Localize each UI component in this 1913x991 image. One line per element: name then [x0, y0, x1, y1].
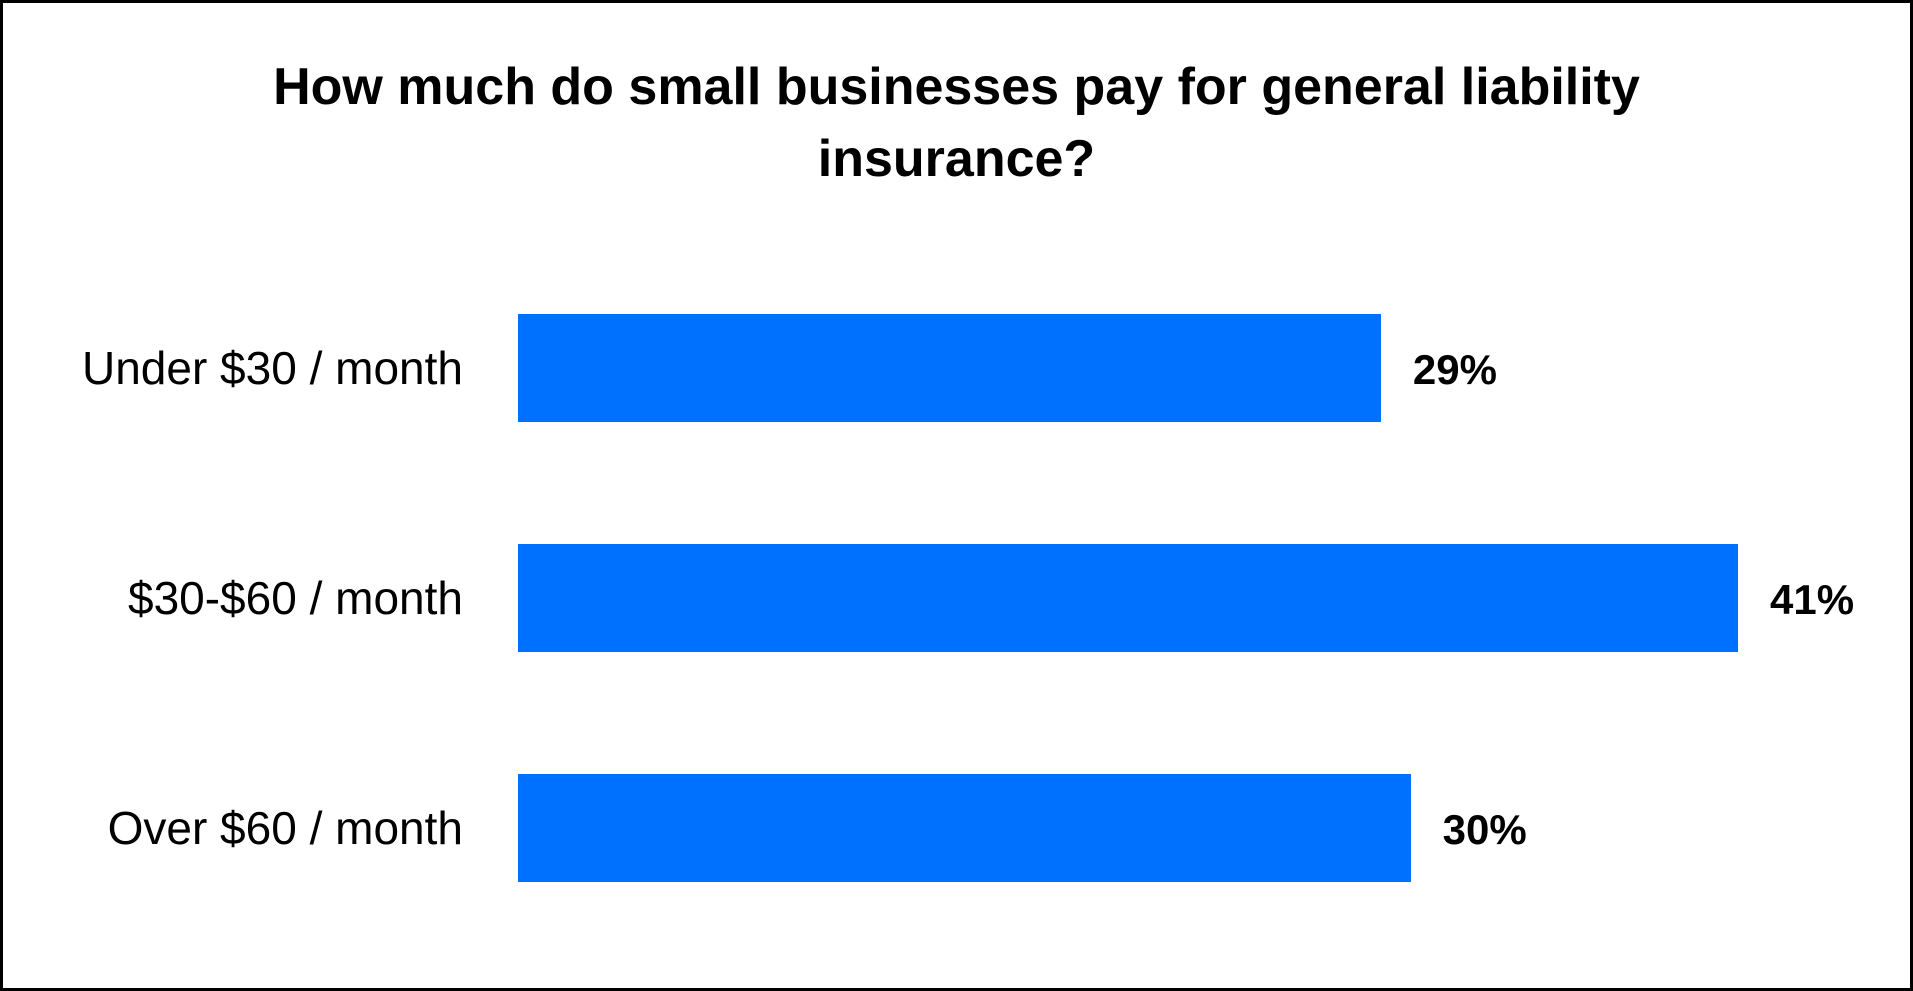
value-label: 30% [1442, 806, 1527, 853]
value-label: 41% [1770, 576, 1855, 623]
bar [518, 314, 1381, 422]
bar [518, 774, 1411, 882]
chart-title: How much do small businesses pay for gen… [273, 58, 1640, 188]
category-label: Over $60 / month [107, 802, 463, 854]
bar-row: Over $60 / month 30% [3, 774, 1910, 882]
category-label: $30-$60 / month [127, 572, 463, 624]
bar [518, 544, 1738, 652]
bar-row: $30-$60 / month 41% [3, 544, 1910, 652]
bar-row: Under $30 / month 29% [3, 314, 1910, 422]
category-label: Under $30 / month [81, 342, 463, 394]
value-label: 29% [1412, 346, 1497, 393]
